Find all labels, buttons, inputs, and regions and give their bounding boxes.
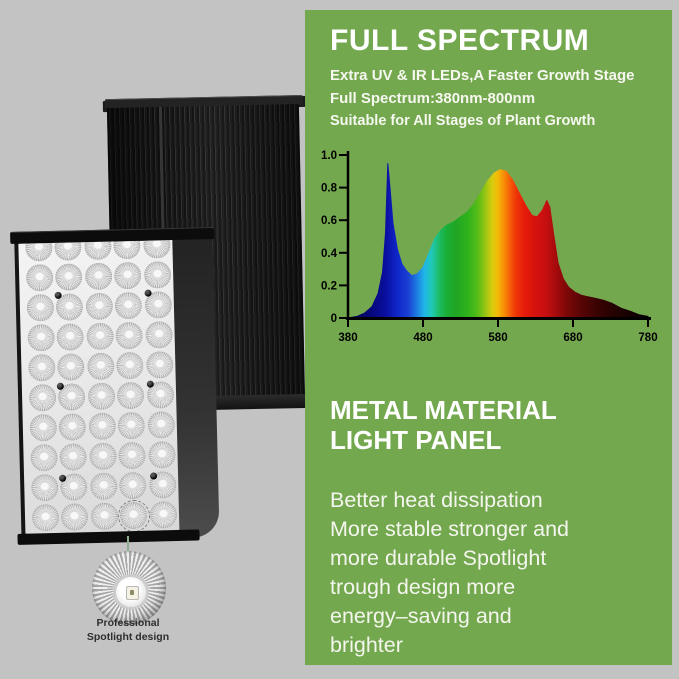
led-chip: [126, 586, 139, 600]
full-spectrum-range-text: Full Spectrum:380nm-800nm: [330, 90, 536, 107]
led-spotlight: [144, 320, 173, 349]
led-spotlight: [89, 471, 118, 500]
led-spotlight: [113, 240, 141, 259]
svg-text:0.8: 0.8: [321, 183, 338, 195]
led-spotlight: [60, 502, 89, 531]
body-text-line: more durable Spotlight: [330, 546, 547, 570]
metal-body-text: Better heat dissipation More stable stron…: [330, 486, 569, 660]
led-spotlight: [84, 262, 112, 290]
led-spotlight: [146, 410, 175, 439]
led-spotlight: [83, 240, 112, 260]
led-spotlight: [116, 381, 145, 409]
led-spotlight: [87, 381, 115, 410]
svg-text:1.0: 1.0: [321, 150, 337, 162]
metal-title-line2: LIGHT PANEL: [330, 425, 502, 455]
led-spotlight: [87, 411, 116, 440]
led-spotlight: [56, 322, 84, 351]
body-text-line: energy–saving and: [330, 604, 512, 628]
led-spotlight: [54, 262, 83, 291]
svg-text:0.2: 0.2: [321, 280, 337, 292]
svg-text:0.6: 0.6: [321, 215, 337, 227]
led-spotlight: [58, 412, 87, 441]
led-spotlight: [25, 263, 54, 292]
led-spotlight: [118, 441, 146, 469]
led-spotlight: [86, 351, 115, 380]
led-spotlight: [147, 440, 176, 469]
spotlight-caption-line1: Professional: [96, 617, 160, 629]
led-spotlight: [116, 351, 144, 379]
section-title-full-spectrum: FULL SPECTRUM: [330, 24, 590, 57]
metal-title-line1: METAL MATERIAL: [330, 395, 557, 425]
led-spotlight: [30, 473, 59, 502]
svg-text:580: 580: [488, 332, 507, 344]
svg-text:780: 780: [638, 332, 657, 344]
svg-text:380: 380: [338, 332, 357, 344]
led-spotlight: [26, 293, 54, 322]
full-spectrum-subtitle: Extra UV & IR LEDs,A Faster Growth Stage: [330, 67, 635, 84]
led-spotlight: [145, 350, 174, 379]
body-text-line: More stable stronger and: [330, 517, 570, 541]
led-spotlight: [31, 503, 59, 532]
led-spotlight: [29, 443, 58, 472]
spectrum-chart: 0 0.2 0.4 0.6 0.8 1.0 380 480 580 680 780: [321, 150, 658, 344]
full-spectrum-stages-text: Suitable for All Stages of Plant Growth: [330, 113, 596, 129]
led-spotlight: [90, 501, 118, 530]
led-spotlight: [149, 500, 177, 529]
led-spotlight: [59, 442, 87, 471]
spectrum-chart-wrap: 0 0.2 0.4 0.6 0.8 1.0 380 480 580 680 780: [317, 145, 662, 350]
reflector-center: [116, 577, 146, 607]
grow-light-front-panel-image: [10, 227, 222, 546]
led-spotlight: [85, 292, 113, 320]
info-panel: FULL SPECTRUM Extra UV & IR LEDs,A Faste…: [305, 10, 672, 665]
led-spotlight: [85, 322, 114, 350]
callout-connector-line: [127, 536, 129, 554]
led-spotlight: [114, 291, 143, 319]
led-spotlight: [88, 441, 117, 470]
svg-text:680: 680: [563, 332, 582, 344]
spotlight-caption-line2: Spotlight design: [86, 631, 170, 643]
section-title-metal-material: METAL MATERIAL LIGHT PANEL: [330, 395, 557, 455]
body-text-line: brighter: [330, 633, 403, 657]
led-spotlight: [54, 240, 82, 261]
svg-text:480: 480: [413, 332, 432, 344]
svg-text:0: 0: [331, 313, 337, 325]
led-spotlight: [115, 321, 143, 349]
spotlight-reflector-detail-image: [92, 551, 166, 625]
svg-text:0.4: 0.4: [321, 248, 338, 260]
body-text-line: Better heat dissipation: [330, 488, 543, 512]
led-spotlight: [26, 323, 55, 352]
spotlight-caption: Professional Spotlight design: [38, 616, 218, 644]
led-spotlight: [29, 413, 57, 442]
led-spotlight: [118, 471, 147, 499]
led-spotlight: [28, 383, 56, 412]
led-spotlight: [143, 260, 171, 289]
led-spotlight: [117, 411, 146, 439]
led-spotlight: [57, 352, 85, 381]
led-spotlight: [142, 240, 171, 259]
led-spotlight: [113, 261, 142, 289]
front-panel-led-face: [18, 240, 180, 534]
body-text-line: trough design more: [330, 575, 516, 599]
led-spotlight: [27, 353, 56, 382]
highlighted-led-dashed-ring: [117, 499, 151, 533]
